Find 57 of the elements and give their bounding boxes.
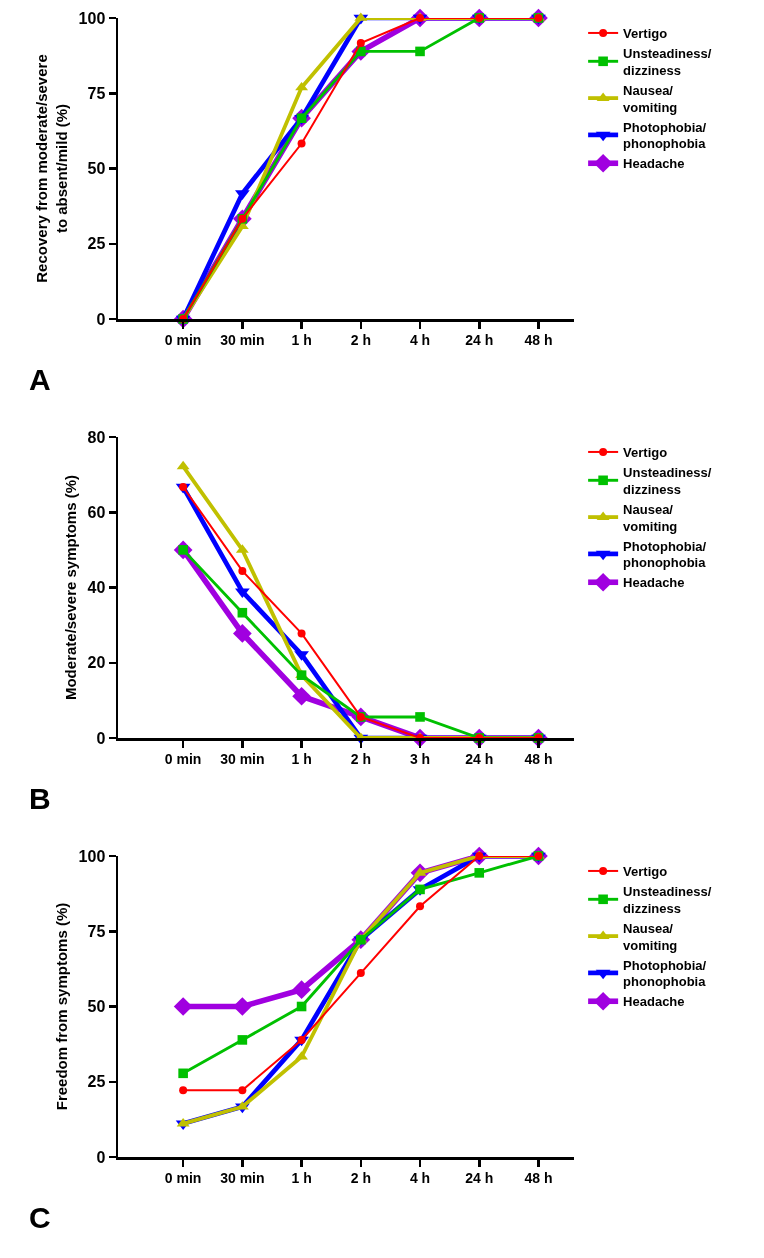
y-tick-label: 0 (96, 310, 106, 328)
legend-label: Photophobia/ phonophobia (623, 957, 707, 990)
y-tick-label: 50 (87, 160, 106, 178)
y-tick-label: 100 (78, 9, 106, 27)
x-tick-label: 24 h (465, 332, 494, 349)
legend-label: Nausea/ vomiting (623, 501, 678, 534)
x-tick-label: 2 h (350, 332, 371, 349)
x-tick-label: 1 h (291, 332, 312, 349)
legend-label: Nausea/ vomiting (623, 82, 678, 115)
y-tick-label: 40 (87, 579, 106, 597)
y-tick-label: 80 (87, 428, 106, 446)
y-axis-title: Freedom from symptoms (%) (52, 902, 70, 1111)
x-tick-label: 48 h (524, 1170, 553, 1187)
x-tick-label: 24 h (465, 1170, 494, 1187)
legend-label: Unsteadiness/ dizziness (623, 883, 712, 916)
y-tick-label: 0 (96, 729, 106, 747)
x-tick-label: 0 min (164, 1170, 202, 1187)
legend-label: Headache (623, 994, 685, 1010)
y-tick-label: 20 (87, 654, 106, 672)
y-tick-label: 0 (96, 1148, 106, 1166)
x-tick-label: 48 h (524, 332, 553, 349)
x-tick-label: 30 min (220, 332, 265, 349)
text: B (29, 782, 51, 815)
y-tick-label: 100 (78, 847, 106, 865)
x-tick-label: 24 h (465, 751, 494, 768)
legend-label: Unsteadiness/ dizziness (623, 464, 712, 497)
x-tick-label: 4 h (409, 332, 431, 349)
legend-label: Vertigo (623, 864, 668, 880)
legend-label: Vertigo (623, 445, 668, 461)
y-tick-label: 50 (87, 998, 106, 1016)
x-tick-label: 48 h (524, 751, 553, 768)
legend-label: Photophobia/ phonophobia (623, 538, 707, 571)
x-tick-label: 0 min (164, 751, 202, 768)
x-tick-label: 3 h (409, 751, 431, 768)
y-tick-label: 75 (87, 922, 106, 940)
x-tick-label: 30 min (220, 1170, 265, 1187)
x-tick-label: 1 h (291, 751, 312, 768)
x-tick-label: 4 h (409, 1170, 431, 1187)
legend-label: Unsteadiness/ dizziness (623, 45, 712, 78)
text: A (29, 363, 51, 396)
x-tick-label: 1 h (291, 1170, 312, 1187)
x-tick-label: 2 h (350, 751, 371, 768)
legend-label: Nausea/ vomiting (623, 920, 678, 953)
y-axis-title: Recovery from moderate/severe to absent/mild (%) (33, 54, 70, 283)
legend-label: Headache (623, 156, 685, 172)
y-tick-label: 60 (87, 503, 106, 521)
legend-label: Headache (623, 575, 685, 591)
y-tick-label: 25 (87, 235, 106, 253)
x-tick-label: 0 min (164, 332, 202, 349)
x-tick-label: 30 min (220, 751, 265, 768)
y-tick-label: 75 (87, 84, 106, 102)
x-tick-label: 2 h (350, 1170, 371, 1187)
text: C (29, 1201, 51, 1234)
y-axis-title: Moderate/severe symptoms (%) (61, 474, 79, 701)
legend-label: Photophobia/ phonophobia (623, 119, 707, 152)
y-tick-label: 25 (87, 1073, 106, 1091)
legend-label: Vertigo (623, 26, 668, 42)
